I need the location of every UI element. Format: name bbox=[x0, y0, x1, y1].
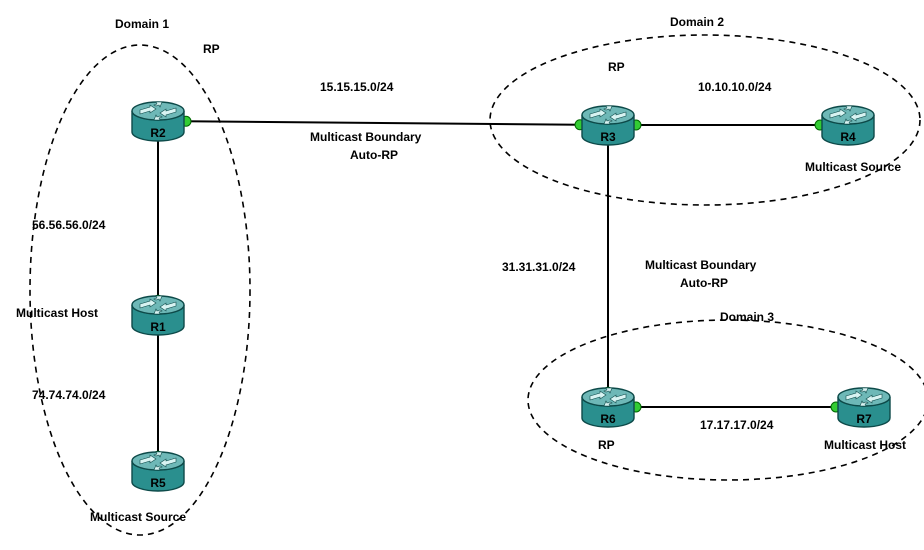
router-label-r3: R3 bbox=[598, 130, 618, 144]
link-R2-R3 bbox=[186, 121, 580, 125]
diagram-canvas: R2 R1 R5 R3 bbox=[0, 0, 924, 550]
router-label-r7: R7 bbox=[854, 412, 874, 426]
router-label-r6: R6 bbox=[598, 412, 618, 426]
router-label-r5: R5 bbox=[148, 476, 168, 490]
router-label-r1: R1 bbox=[148, 320, 168, 334]
router-label-r4: R4 bbox=[838, 130, 858, 144]
subnet-label: 56.56.56.0/24 bbox=[32, 218, 105, 232]
subnet-label: 17.17.17.0/24 bbox=[700, 418, 773, 432]
domain-label-d1: Domain 1 bbox=[115, 17, 169, 31]
link-extra-label: Multicast Boundary bbox=[310, 130, 421, 144]
link-extra-label: Multicast Boundary bbox=[645, 258, 756, 272]
router-role-r6: RP bbox=[598, 438, 615, 452]
router-role-r1: Multicast Host bbox=[16, 306, 98, 320]
link-extra-label: Auto-RP bbox=[680, 276, 728, 290]
router-role-r7: Multicast Host bbox=[824, 438, 906, 452]
router-label-r2: R2 bbox=[148, 126, 168, 140]
link-extra-label: Auto-RP bbox=[350, 148, 398, 162]
router-role-r5: Multicast Source bbox=[90, 510, 186, 524]
subnet-label: 15.15.15.0/24 bbox=[320, 80, 393, 94]
router-role-r4: Multicast Source bbox=[805, 160, 901, 174]
subnet-label: 10.10.10.0/24 bbox=[698, 80, 771, 94]
domain-label-d2: Domain 2 bbox=[670, 15, 724, 29]
subnet-label: 74.74.74.0/24 bbox=[32, 388, 105, 402]
router-role-r2: RP bbox=[203, 42, 220, 56]
router-role-r3: RP bbox=[608, 60, 625, 74]
subnet-label: 31.31.31.0/24 bbox=[502, 260, 575, 274]
domain-label-d3: Domain 3 bbox=[720, 310, 774, 324]
